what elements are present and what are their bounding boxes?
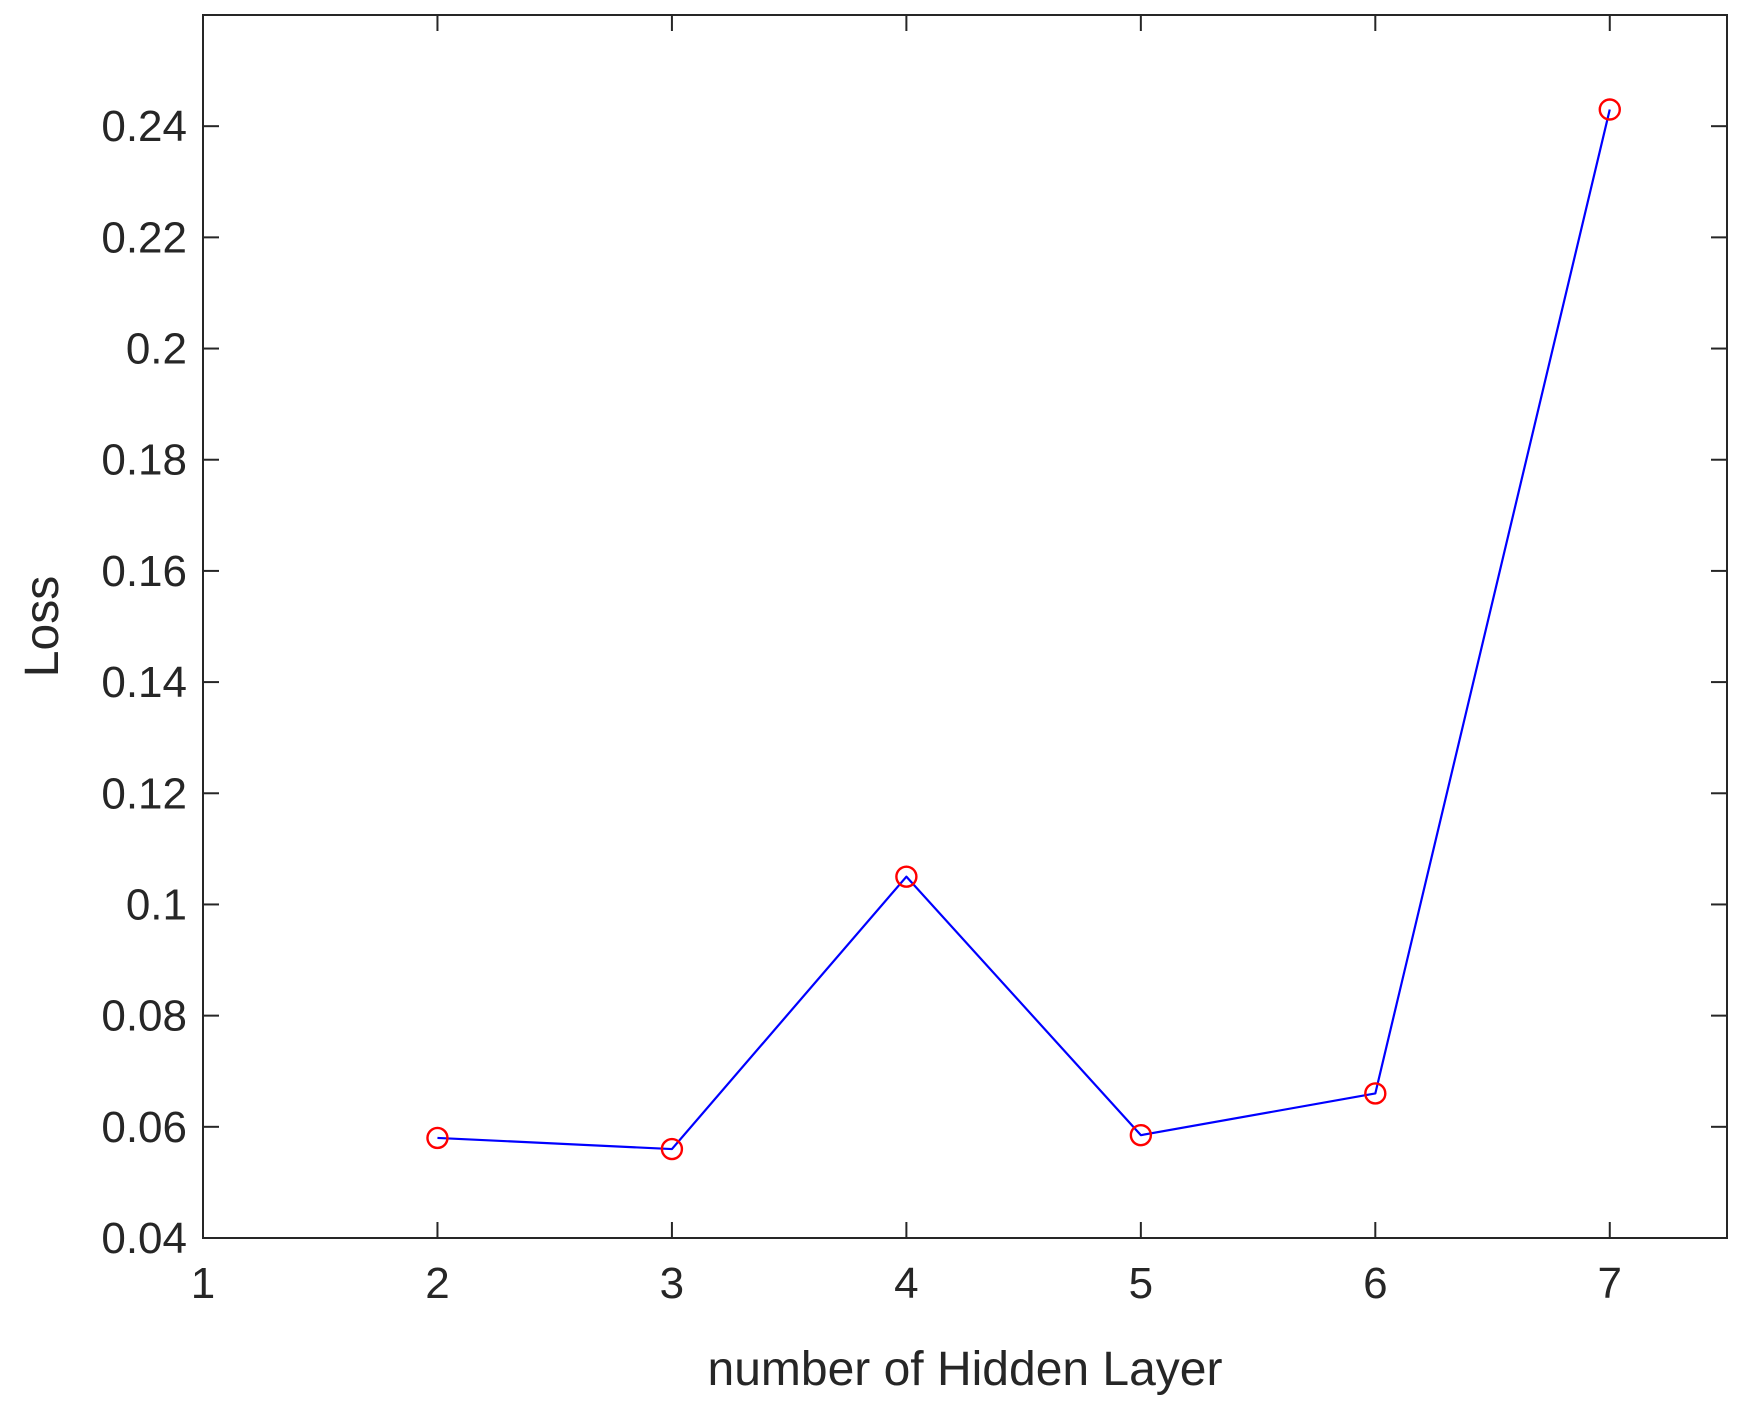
y-tick-label: 0.2 (126, 325, 187, 374)
axis-labels: number of Hidden Layer Loss (16, 576, 1223, 1396)
data-point-marker (1598, 98, 1621, 121)
y-tick-label: 0.08 (101, 992, 187, 1041)
y-tick-label: 0.18 (101, 436, 187, 485)
x-tick-label: 7 (1598, 1259, 1622, 1308)
x-tick-label: 2 (425, 1259, 449, 1308)
x-tick-label: 3 (660, 1259, 684, 1308)
ticks: 1 2 3 4 5 6 7 0.04 0.06 0.08 0.1 0.12 0.14 0.16 0.18 0.… (101, 15, 1727, 1308)
y-tick-label: 0.04 (101, 1214, 187, 1263)
x-tick-label: 1 (191, 1259, 215, 1308)
axes (202, 14, 1728, 1239)
axes-box (202, 14, 1728, 1239)
y-axis-label: Loss (16, 576, 69, 677)
data-point-marker (895, 865, 918, 888)
y-tick-label: 0.14 (101, 658, 187, 707)
data-point-marker (660, 1137, 684, 1161)
data-point-marker (1364, 1082, 1387, 1105)
x-tick-label: 4 (894, 1259, 918, 1308)
series-layer (426, 98, 1621, 1161)
y-tick-label: 0.1 (126, 880, 187, 929)
y-tick-label: 0.24 (101, 102, 187, 151)
data-point-marker (1129, 1123, 1153, 1147)
y-tick-label: 0.22 (101, 213, 187, 262)
y-tick-label: 0.16 (101, 547, 187, 596)
plot-background (203, 15, 1727, 1238)
y-tick-label: 0.12 (101, 769, 187, 818)
plot-area (203, 15, 1727, 1238)
series-line (437, 109, 1611, 1151)
x-tick-label: 5 (1129, 1259, 1153, 1308)
y-tick-label: 0.06 (101, 1103, 187, 1152)
x-axis-label: number of Hidden Layer (708, 1343, 1223, 1396)
x-tick-label: 6 (1363, 1259, 1387, 1308)
data-point-marker (426, 1126, 449, 1150)
